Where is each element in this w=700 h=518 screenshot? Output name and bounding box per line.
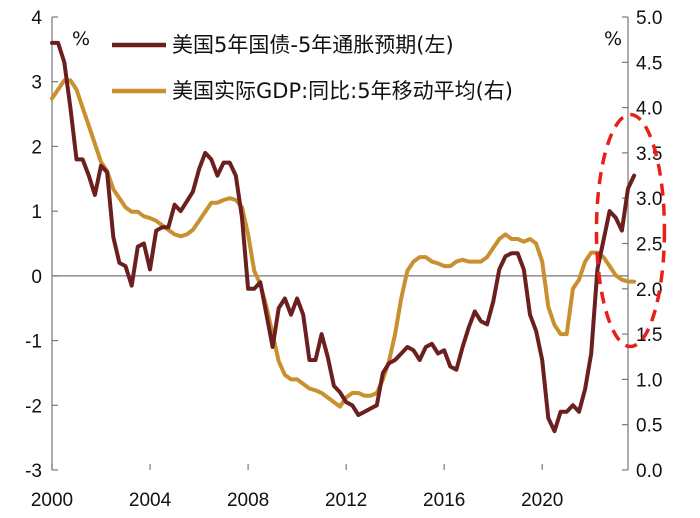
left-tick-label: -2 bbox=[25, 396, 42, 417]
right-tick-label: 0.0 bbox=[636, 461, 662, 482]
right-tick-label: 3.0 bbox=[636, 189, 662, 210]
x-tick-label: 2004 bbox=[129, 490, 172, 511]
left-axis-unit: % bbox=[72, 28, 90, 50]
right-tick-label: 5.0 bbox=[636, 8, 662, 29]
legend-label-real-yield: 美国5年国债-5年通胀预期(左) bbox=[172, 33, 454, 57]
left-tick-label: 0 bbox=[31, 267, 42, 288]
right-tick-label: 3.5 bbox=[636, 144, 662, 165]
left-tick-label: 3 bbox=[31, 73, 42, 94]
right-axis-unit: % bbox=[604, 28, 622, 50]
legend-label-gdp: 美国实际GDP:同比:5年移动平均(右) bbox=[172, 79, 513, 103]
series-line-gdp bbox=[50, 78, 637, 409]
left-tick-label: 2 bbox=[31, 137, 42, 158]
right-tick-label: 2.0 bbox=[636, 280, 662, 301]
right-tick-label: 1.0 bbox=[636, 370, 662, 391]
x-tick-label: 2000 bbox=[31, 490, 73, 511]
right-tick-label: 4.0 bbox=[636, 99, 662, 120]
left-tick-label: 1 bbox=[31, 202, 42, 223]
left-tick-label: -3 bbox=[25, 461, 42, 482]
x-tick-label: 2016 bbox=[423, 490, 465, 511]
left-axis-ticks: 4 3 2 1 0 -1 -2 -3 bbox=[25, 8, 58, 482]
left-tick-label: 4 bbox=[31, 8, 42, 29]
x-axis-ticks: 2000 2004 2008 2012 2016 2020 bbox=[31, 464, 563, 511]
x-tick-label: 2008 bbox=[227, 490, 269, 511]
right-tick-label: 2.5 bbox=[636, 235, 662, 256]
series-line-real-yield bbox=[50, 40, 637, 434]
right-tick-label: 0.5 bbox=[636, 416, 662, 437]
x-tick-label: 2020 bbox=[521, 490, 563, 511]
right-tick-label: 1.5 bbox=[636, 325, 662, 346]
left-tick-label: -1 bbox=[25, 332, 42, 353]
x-tick-label: 2012 bbox=[325, 490, 367, 511]
legend: 美国5年国债-5年通胀预期(左) 美国实际GDP:同比:5年移动平均(右) bbox=[112, 33, 513, 103]
right-axis-ticks: 5.0 4.5 4.0 3.5 3.0 2.5 2.0 1.5 1.0 0.5 0.0 bbox=[622, 8, 662, 482]
highlight-ellipse bbox=[594, 112, 667, 349]
right-tick-label: 4.5 bbox=[636, 53, 662, 74]
